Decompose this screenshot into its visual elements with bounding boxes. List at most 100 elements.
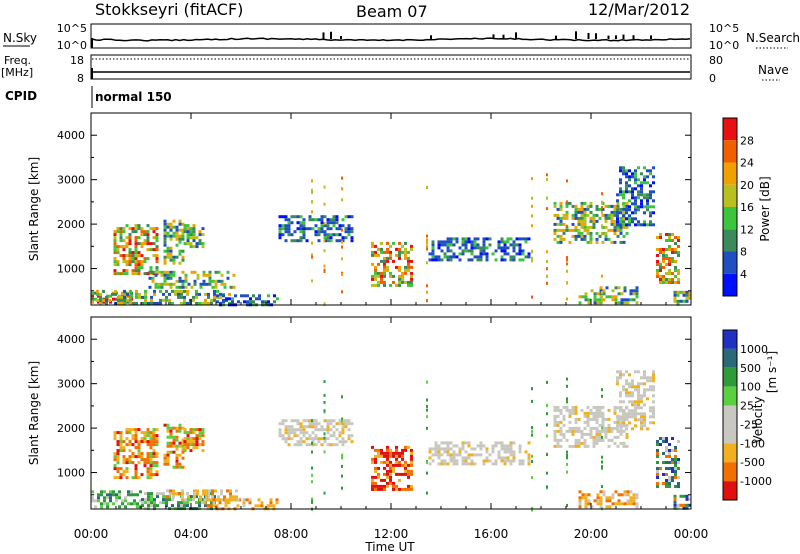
- echo-cell: [565, 210, 569, 214]
- echo-cell: [521, 459, 525, 463]
- echo-cell: [688, 497, 692, 501]
- echo-cell: [235, 495, 238, 499]
- echo-cell: [401, 250, 404, 254]
- echo-cell: [138, 295, 141, 299]
- echo-cell: [455, 462, 459, 466]
- echo-cell: [242, 501, 246, 505]
- echo-cell: [599, 301, 603, 305]
- echo-cell: [120, 295, 123, 299]
- echo-cell: [377, 454, 380, 458]
- echo-cell: [128, 248, 132, 252]
- echo-cell: [146, 452, 150, 456]
- echo-cell: [195, 443, 199, 447]
- power-ylabel: Slant Range [km]: [27, 157, 41, 261]
- echo-cell: [649, 379, 652, 383]
- echo-cell: [634, 388, 637, 392]
- echo-cell: [485, 450, 489, 454]
- echo-cell: [118, 490, 121, 494]
- echo-cell: [377, 262, 380, 266]
- echo-cell: [467, 462, 471, 466]
- echo-cell: [341, 474, 343, 478]
- echo-cell: [341, 431, 345, 435]
- echo-cell: [440, 462, 444, 466]
- echo-cell: [389, 469, 392, 473]
- echo-cell: [574, 225, 578, 229]
- echo-cell: [596, 298, 600, 302]
- echo-cell: [198, 437, 202, 441]
- echo-cell: [296, 434, 300, 438]
- echo-cell: [464, 243, 468, 247]
- echo-cell: [311, 480, 313, 484]
- echo-cell: [595, 435, 599, 439]
- echo-cell: [166, 435, 170, 439]
- echo-cell: [293, 431, 297, 435]
- echo-cell: [195, 245, 199, 249]
- echo-cell: [559, 411, 563, 415]
- echo-cell: [592, 435, 596, 439]
- echo-cell: [249, 300, 252, 304]
- echo-cell: [665, 254, 668, 257]
- echo-cell: [568, 228, 572, 232]
- echo-cell: [113, 239, 117, 243]
- echo-cell: [619, 370, 622, 374]
- echo-cell: [209, 504, 213, 508]
- echo-cell: [125, 458, 129, 462]
- echo-cell: [443, 252, 447, 256]
- echo-cell: [637, 208, 640, 212]
- echo-cell: [146, 230, 150, 234]
- echo-cell: [140, 437, 144, 441]
- echo-cell: [377, 283, 380, 287]
- echo-cell: [566, 297, 568, 301]
- echo-cell: [625, 231, 629, 235]
- echo-cell: [214, 270, 218, 274]
- echo-cell: [494, 258, 498, 262]
- echo-cell: [632, 493, 636, 497]
- echo-cell: [166, 459, 170, 463]
- echo-cell: [398, 277, 401, 281]
- echo-cell: [163, 255, 167, 259]
- echo-cell: [155, 428, 159, 432]
- echo-cell: [512, 258, 516, 262]
- echo-cell: [665, 467, 668, 470]
- echo-cell: [632, 298, 636, 302]
- freq-unit: [MHz]: [1, 66, 33, 79]
- echo-cell: [506, 450, 510, 454]
- echo-cell: [659, 248, 662, 251]
- colorbar-tick: 12: [740, 223, 754, 236]
- echo-cell: [228, 292, 231, 296]
- echo-cell: [163, 423, 167, 427]
- echo-cell: [614, 286, 618, 290]
- echo-cell: [601, 210, 603, 214]
- echo-cell: [643, 412, 646, 416]
- echo-cell: [566, 224, 568, 228]
- echo-cell: [458, 246, 462, 250]
- echo-cell: [434, 255, 438, 259]
- echo-cell: [380, 250, 383, 254]
- xtick-label: 08:00: [274, 527, 309, 541]
- echo-cell: [668, 485, 671, 488]
- echo-cell: [122, 440, 126, 444]
- echo-cell: [619, 228, 623, 232]
- echo-cell: [635, 505, 639, 509]
- echo-cell: [619, 409, 622, 413]
- echo-cell: [671, 278, 674, 281]
- echo-cell: [127, 493, 130, 497]
- echo-cell: [527, 255, 531, 259]
- echo-cell: [314, 428, 318, 432]
- echo-cell: [203, 501, 207, 505]
- echo-cell: [616, 415, 619, 419]
- echo-cell: [562, 222, 566, 226]
- echo-cell: [622, 240, 626, 244]
- echo-cell: [189, 242, 193, 246]
- echo-cell: [592, 438, 596, 442]
- nsky-spikes: [91, 31, 652, 48]
- echo-cell: [131, 260, 135, 264]
- echo-cell: [601, 232, 603, 236]
- echo-cell: [226, 489, 229, 493]
- echo-cell: [464, 237, 468, 241]
- echo-cell: [157, 282, 161, 286]
- echo-cell: [183, 428, 187, 432]
- echo-cell: [377, 280, 380, 284]
- echo-cell: [224, 501, 228, 505]
- echo-cell: [326, 419, 330, 423]
